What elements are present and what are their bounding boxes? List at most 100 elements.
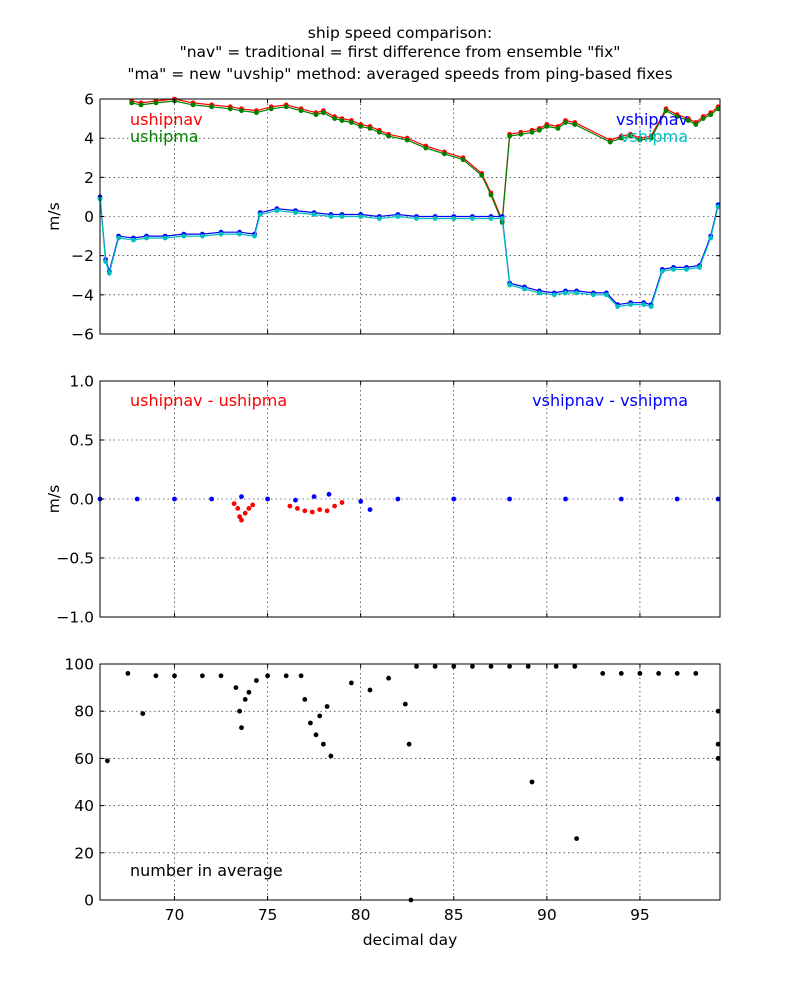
grid-lines: [100, 664, 720, 900]
data-point-vshipma: [563, 290, 568, 296]
data-point-number-in-average: [313, 732, 319, 738]
x-tick-label: 85: [444, 906, 464, 924]
data-point-vshipma: [432, 216, 438, 221]
data-point-number-in-average: [525, 664, 531, 669]
data-point-ushipnav-ushipma: [317, 507, 323, 512]
data-point-vshipma: [181, 233, 187, 239]
data-point-vshipma: [339, 214, 345, 219]
data-point-ushipnav-ushipma: [287, 503, 293, 509]
data-point-number-in-average: [302, 697, 308, 702]
y-tick-label: 100: [64, 656, 94, 674]
data-point-ushipma: [239, 108, 244, 114]
data-point-number-in-average: [140, 711, 146, 716]
y-tick-label: 0: [84, 208, 94, 226]
data-point-vshipma: [604, 292, 609, 298]
data-point-ushipma: [349, 120, 354, 125]
data-point-vshipnav-vshipma: [507, 496, 512, 502]
data-point-vshipma: [252, 233, 257, 239]
data-point-ushipma: [227, 106, 233, 112]
data-point-ushipma: [138, 102, 144, 108]
data-point-number-in-average: [321, 741, 326, 747]
data-point-number-in-average: [265, 673, 270, 679]
data-point-number-in-average: [153, 673, 159, 679]
data-point-ushipma: [386, 133, 391, 139]
data-point-number-in-average: [125, 671, 131, 676]
data-point-number-in-average: [470, 664, 475, 669]
x-axis: [173, 99, 641, 334]
y-axis-label: m/s: [45, 202, 63, 230]
x-axis: [173, 381, 641, 617]
data-point-vshipma: [293, 210, 298, 216]
data-point-ushipma: [313, 112, 319, 118]
data-point-number-in-average: [254, 678, 259, 683]
annotation-vshipma: vshipma: [620, 127, 688, 146]
data-point-ushipnav-ushipma: [324, 508, 330, 514]
data-point-vshipnav-vshipma: [563, 496, 568, 502]
series-line-vshipnav: [99, 196, 719, 306]
data-point-ushipnav-ushipma: [239, 517, 244, 523]
data-point-ushipma: [488, 192, 494, 198]
data-point-ushipma: [404, 137, 410, 143]
y-tick-label: −4: [71, 286, 94, 304]
data-point-ushipma: [572, 122, 578, 127]
x-tick-label: 70: [165, 906, 185, 924]
data-point-vshipma: [237, 231, 243, 237]
data-point-number-in-average: [172, 673, 177, 679]
x-axis: 70 75 80 85 90 95: [165, 664, 650, 924]
data-point-vshipma: [274, 208, 280, 214]
chart-panel-3: 0 20 40 60 80 100 70 75 80 85 90 95 decimal day numbe…: [64, 656, 721, 949]
y-tick-label: 60: [74, 750, 94, 768]
data-point-ushipma: [423, 145, 429, 151]
series-group: [97, 96, 721, 309]
data-point-ushipnav-ushipma: [309, 509, 315, 515]
data-point-number-in-average: [233, 685, 239, 690]
data-point-vshipma: [395, 214, 401, 219]
grid-lines: [100, 381, 720, 617]
data-point-ushipma: [715, 106, 721, 112]
data-point-vshipnav-vshipma: [674, 496, 680, 502]
y-axis: 0 20 40 60 80 100: [64, 656, 720, 910]
data-point-number-in-average: [237, 708, 243, 714]
data-point-number-in-average: [637, 671, 643, 676]
figure-title: ship speed comparison: "nav" = tradition…: [127, 24, 672, 83]
data-point-vshipma: [591, 292, 596, 298]
data-point-ushipma: [358, 124, 364, 129]
data-point-vshipnav-vshipma: [293, 497, 298, 503]
data-point-number-in-average: [600, 671, 606, 676]
data-point-ushipma: [628, 133, 633, 139]
data-point-vshipma: [162, 235, 168, 241]
y-tick-label: −0.5: [56, 550, 94, 568]
data-point-ushipma: [339, 118, 345, 123]
data-point-ushipma: [321, 110, 326, 116]
data-point-ushipma: [637, 137, 643, 143]
data-point-vshipma: [551, 292, 557, 298]
data-point-vshipnav-vshipma: [358, 499, 364, 504]
y-tick-label: −2: [71, 247, 94, 265]
data-point-ushipma: [129, 100, 135, 106]
data-point-number-in-average: [386, 675, 391, 681]
data-point-vshipma: [144, 235, 149, 241]
data-point-vshipma: [574, 290, 579, 296]
y-axis-label: m/s: [45, 485, 63, 513]
y-axis: −1.0 −0.5 0.0 0.5 1.0: [56, 373, 720, 627]
data-point-ushipnav-ushipma: [302, 508, 308, 514]
data-point-number-in-average: [242, 697, 248, 702]
x-tick-label: 90: [537, 906, 557, 924]
data-point-ushipma: [283, 104, 289, 110]
data-point-vshipnav-vshipma: [311, 494, 317, 499]
annotation-ushipnav: ushipnav: [130, 110, 203, 129]
annotation-number-in-average: number in average: [130, 861, 283, 880]
data-point-ushipnav-ushipma: [246, 506, 252, 511]
data-point-vshipnav-vshipma: [618, 496, 624, 502]
data-point-ushipnav-ushipma: [237, 514, 243, 520]
x-tick-label: 95: [630, 906, 650, 924]
data-point-vshipnav-vshipma: [451, 496, 457, 502]
y-tick-label: 0.5: [69, 432, 94, 450]
data-point-number-in-average: [432, 664, 438, 669]
y-tick-label: 2: [84, 169, 94, 187]
data-point-number-in-average: [406, 741, 412, 747]
data-point-ushipnav-ushipma: [332, 503, 337, 509]
data-point-number-in-average: [367, 687, 373, 693]
